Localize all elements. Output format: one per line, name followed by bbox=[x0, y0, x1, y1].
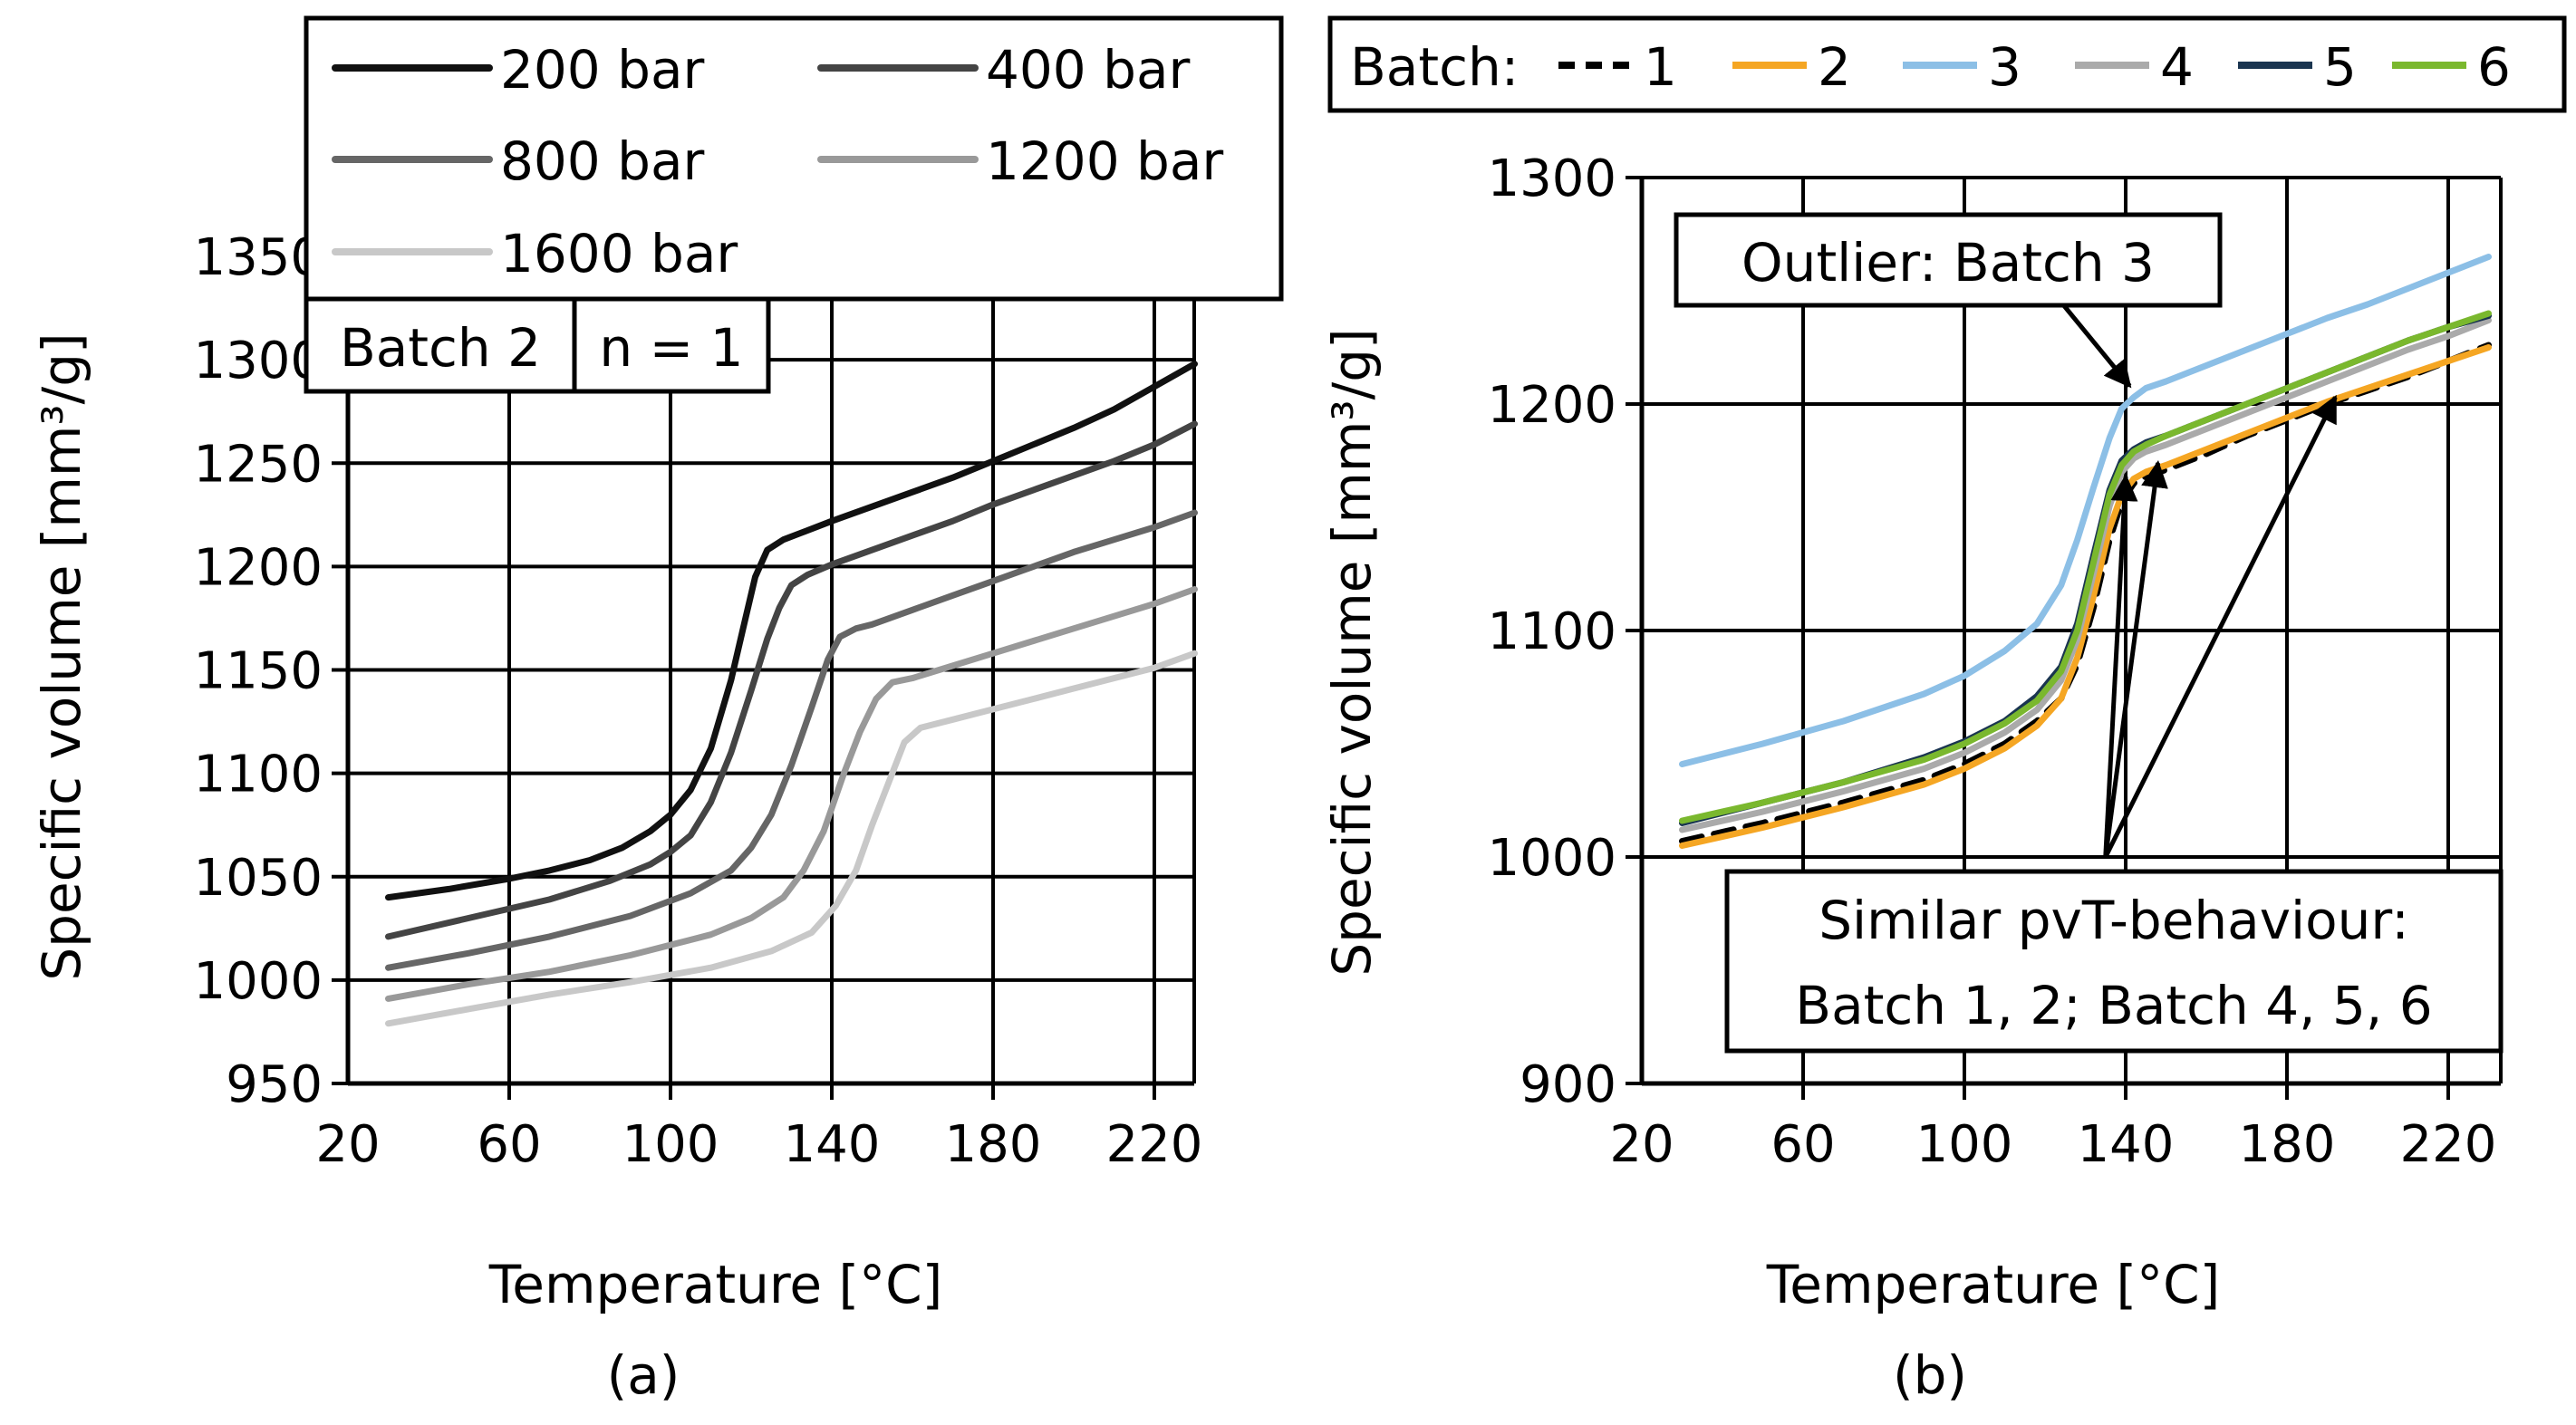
a-tag-n-box bbox=[572, 296, 771, 394]
b-y-tick-1100: 1100 bbox=[1487, 602, 1616, 661]
b-x-tick-20: 20 bbox=[1609, 1115, 1674, 1174]
a-y-tick-1100: 1100 bbox=[193, 746, 323, 804]
a-y-tick-1200: 1200 bbox=[193, 538, 323, 597]
b-legend: Batch: 1 2 3 4 5 6 bbox=[1327, 15, 2567, 113]
a-x-tick-100: 100 bbox=[622, 1115, 719, 1174]
a-y-tick-950: 950 bbox=[226, 1055, 323, 1114]
a-x-tick-180: 180 bbox=[945, 1115, 1042, 1174]
a-y-tick-1350: 1350 bbox=[193, 228, 323, 287]
b-legend-title: Batch: bbox=[1350, 36, 1519, 98]
a-x-tick-140: 140 bbox=[784, 1115, 881, 1174]
a-y-tick-labels: 950 1000 1050 1100 1150 1200 1250 1300 1350 bbox=[193, 228, 323, 1114]
similar-arrow-1 bbox=[2103, 474, 2138, 858]
a-y-axis-label: Specific volume [mm³/g] bbox=[31, 332, 92, 980]
b-legend-label-5: 5 bbox=[2323, 36, 2357, 98]
a-x-tick-220: 220 bbox=[1106, 1115, 1203, 1174]
a-series-lines bbox=[385, 361, 1198, 1027]
a-series-line-200-bar bbox=[385, 361, 1198, 901]
a-y-tick-1050: 1050 bbox=[193, 849, 323, 908]
a-tags: Batch 2 n = 1 bbox=[304, 296, 771, 394]
a-legend-label-1200-bar: 1200 bar bbox=[986, 130, 1223, 192]
b-y-axis-label: Specific volume [mm³/g] bbox=[1321, 328, 1383, 976]
a-series-line-1200-bar bbox=[385, 586, 1198, 1002]
a-series-line-1600-bar bbox=[385, 650, 1198, 1027]
similar-annotation-line2: Batch 1, 2; Batch 4, 5, 6 bbox=[1795, 975, 2432, 1036]
b-annotations: Outlier: Batch 3 Similar pvT-behaviour: … bbox=[1674, 212, 2504, 1054]
outlier-annotation-box bbox=[1674, 212, 2223, 308]
similar-annotation-box bbox=[1724, 869, 2504, 1054]
a-legend-label-800-bar: 800 bar bbox=[500, 130, 704, 192]
b-y-tick-900: 900 bbox=[1520, 1055, 1616, 1114]
a-x-tick-20: 20 bbox=[315, 1115, 380, 1174]
b-legend-label-2: 2 bbox=[1818, 36, 1851, 98]
b-x-tick-140: 140 bbox=[2078, 1115, 2175, 1174]
b-legend-label-6: 6 bbox=[2477, 36, 2511, 98]
b-x-tick-60: 60 bbox=[1770, 1115, 1835, 1174]
a-x-tick-labels: 20 60 100 140 180 220 bbox=[315, 1115, 1202, 1174]
a-legend-label-1600-bar: 1600 bar bbox=[500, 223, 738, 284]
similar-annotation-line1: Similar pvT-behaviour: bbox=[1819, 890, 2409, 951]
b-x-tick-220: 220 bbox=[2400, 1115, 2497, 1174]
b-y-tick-1200: 1200 bbox=[1487, 376, 1616, 435]
a-legend-label-200-bar: 200 bar bbox=[500, 39, 704, 101]
a-x-tick-60: 60 bbox=[477, 1115, 541, 1174]
b-y-tick-labels: 900 1000 1100 1200 1300 bbox=[1487, 149, 1616, 1114]
a-tag-n: n = 1 bbox=[599, 317, 743, 379]
b-x-tick-labels: 20 60 100 140 180 220 bbox=[1609, 1115, 2496, 1174]
a-y-tick-1000: 1000 bbox=[193, 952, 323, 1011]
outlier-annotation-text: Outlier: Batch 3 bbox=[1741, 232, 2155, 294]
similar-arrow-2 bbox=[2103, 460, 2168, 858]
a-tag-batch: Batch 2 bbox=[340, 317, 541, 379]
a-y-tick-1300: 1300 bbox=[193, 332, 323, 390]
b-y-tick-1300: 1300 bbox=[1487, 149, 1616, 208]
b-x-axis-label: Temperature [°C] bbox=[1766, 1254, 2221, 1315]
b-x-tick-180: 180 bbox=[2239, 1115, 2336, 1174]
a-series-line-400-bar bbox=[385, 420, 1198, 940]
b-caption: (b) bbox=[1893, 1344, 1967, 1406]
b-legend-label-4: 4 bbox=[2160, 36, 2194, 98]
panel-a: 950 1000 1050 1100 1150 1200 1250 1300 1350 20 60… bbox=[31, 15, 1284, 1406]
panel-b: 900 1000 1100 1200 1300 20 60 100 140 180 220 Spe… bbox=[1321, 15, 2567, 1406]
b-x-tick-100: 100 bbox=[1916, 1115, 2013, 1174]
a-x-axis-label: Temperature [°C] bbox=[488, 1254, 943, 1315]
b-legend-label-1: 1 bbox=[1644, 36, 1677, 98]
a-caption: (a) bbox=[607, 1344, 680, 1406]
b-series-lines bbox=[1679, 254, 2492, 849]
b-series-line-6 bbox=[1679, 310, 2492, 824]
similar-arrow-3 bbox=[2103, 394, 2338, 859]
a-series-line-800-bar bbox=[385, 509, 1198, 971]
a-legend: 200 bar 400 bar 800 bar 1200 bar 1600 bar bbox=[304, 15, 1284, 302]
a-legend-label-400-bar: 400 bar bbox=[986, 39, 1190, 101]
b-legend-label-3: 3 bbox=[1988, 36, 2021, 98]
a-y-tick-1150: 1150 bbox=[193, 642, 323, 701]
b-series-line-3 bbox=[1679, 254, 2492, 767]
b-y-tick-1000: 1000 bbox=[1487, 829, 1616, 888]
a-y-tick-1250: 1250 bbox=[193, 435, 323, 494]
